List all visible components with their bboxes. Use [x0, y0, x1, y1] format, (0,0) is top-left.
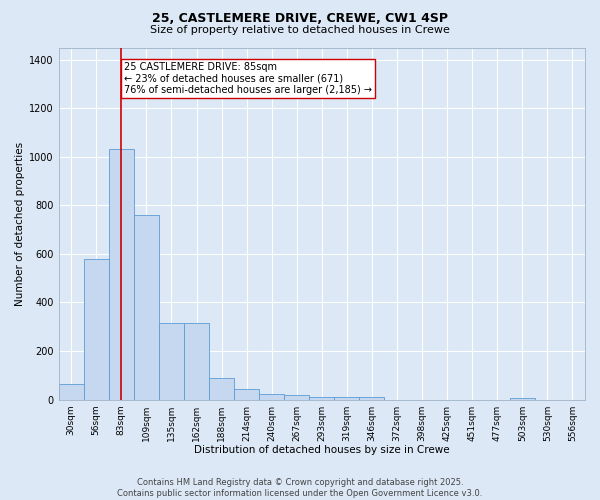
Text: Contains HM Land Registry data © Crown copyright and database right 2025.
Contai: Contains HM Land Registry data © Crown c…	[118, 478, 482, 498]
Bar	[109, 150, 134, 400]
Bar	[209, 378, 234, 400]
Bar	[134, 215, 159, 400]
Y-axis label: Number of detached properties: Number of detached properties	[15, 142, 25, 306]
Bar	[184, 323, 209, 400]
Bar	[510, 398, 535, 400]
Bar	[159, 323, 184, 400]
Bar	[59, 384, 84, 400]
Bar	[84, 259, 109, 400]
Bar	[309, 397, 334, 400]
Bar	[359, 397, 385, 400]
Text: Size of property relative to detached houses in Crewe: Size of property relative to detached ho…	[150, 25, 450, 35]
Bar	[234, 388, 259, 400]
Text: 25, CASTLEMERE DRIVE, CREWE, CW1 4SP: 25, CASTLEMERE DRIVE, CREWE, CW1 4SP	[152, 12, 448, 26]
Bar	[284, 394, 309, 400]
X-axis label: Distribution of detached houses by size in Crewe: Distribution of detached houses by size …	[194, 445, 449, 455]
Bar	[334, 397, 359, 400]
Text: 25 CASTLEMERE DRIVE: 85sqm
← 23% of detached houses are smaller (671)
76% of sem: 25 CASTLEMERE DRIVE: 85sqm ← 23% of deta…	[124, 62, 372, 96]
Bar	[259, 394, 284, 400]
